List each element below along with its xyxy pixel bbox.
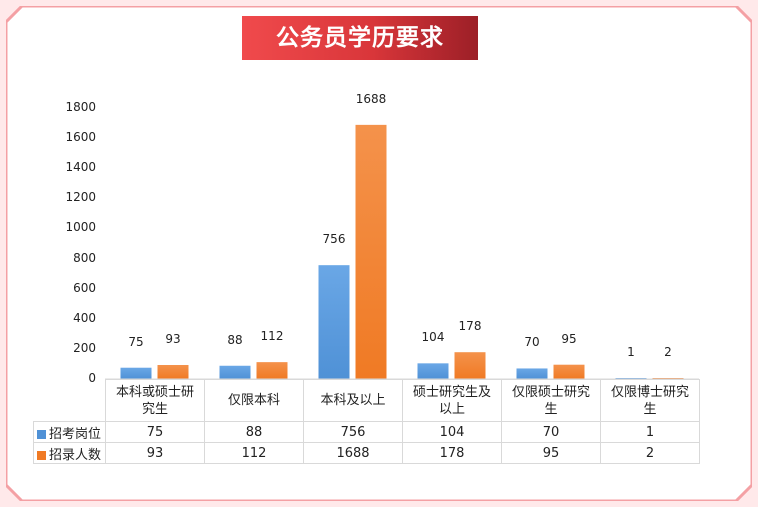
legend-label: 招考岗位 xyxy=(49,426,102,442)
bar-value-label: 112 xyxy=(260,329,284,344)
category-label: 本科或硕士研 究生 xyxy=(105,379,205,422)
table-value-cell: 1 xyxy=(600,421,700,443)
bar-orange xyxy=(157,364,189,379)
bar-orange xyxy=(553,364,585,379)
bar-blue xyxy=(219,365,251,379)
category-label: 硕士研究生及 以上 xyxy=(402,379,502,422)
table-value-cell: 2 xyxy=(600,442,700,464)
bar-value-label: 756 xyxy=(322,232,346,247)
table-value-cell: 93 xyxy=(105,442,205,464)
y-tick-label: 1000 xyxy=(65,220,96,235)
bar-value-label: 104 xyxy=(421,330,445,345)
y-tick-label: 0 xyxy=(88,371,96,385)
table-value-cell: 1688 xyxy=(303,442,403,464)
table-value-cell: 88 xyxy=(204,421,304,443)
chart-title: 公务员学历要求 xyxy=(242,16,478,60)
bar-value-label: 1688 xyxy=(355,91,387,106)
bar-value-label: 88 xyxy=(227,332,243,347)
bar-value-label: 70 xyxy=(524,335,540,350)
bar-blue xyxy=(318,265,350,379)
table-value-cell: 112 xyxy=(204,442,304,464)
category-label: 仅限本科 xyxy=(204,379,304,422)
category-label: 仅限硕士研究生 xyxy=(501,379,601,422)
table-value-cell: 70 xyxy=(501,421,601,443)
y-tick-label: 200 xyxy=(73,340,96,355)
y-tick-label: 1400 xyxy=(65,160,96,175)
data-table: 本科或硕士研 究生 仅限本科 本科及以上 硕士研究生及 以上 仅限硕士研究生仅限博士研究生 … xyxy=(33,379,700,464)
y-tick-label: 400 xyxy=(73,310,96,325)
table-value-cell: 95 xyxy=(501,442,601,464)
y-tick-label: 1600 xyxy=(65,130,96,145)
bar-value-label: 2 xyxy=(664,345,672,359)
bar-blue xyxy=(417,363,449,379)
table-corner xyxy=(34,380,106,422)
table-value-cell: 75 xyxy=(105,421,205,443)
bar-blue xyxy=(120,367,152,379)
y-tick-label: 600 xyxy=(73,280,96,295)
bar-blue xyxy=(516,368,548,379)
bar-orange xyxy=(454,352,486,379)
legend-label: 招录人数 xyxy=(49,447,102,463)
category-label: 本科及以上 xyxy=(303,379,403,422)
table-value-cell: 104 xyxy=(402,421,502,443)
table-value-cell: 756 xyxy=(303,421,403,443)
legend-swatch-orange xyxy=(37,450,46,460)
bar-value-label: 178 xyxy=(458,319,482,334)
bar-value-label: 75 xyxy=(128,334,144,349)
legend-swatch-blue xyxy=(37,429,46,439)
legend-series-1: 招考岗位 xyxy=(33,421,106,443)
bar-orange xyxy=(256,362,288,379)
bar-value-label: 93 xyxy=(165,331,181,346)
bar-value-label: 1 xyxy=(627,345,635,359)
y-tick-label: 1200 xyxy=(65,190,96,205)
legend-series-2: 招录人数 xyxy=(33,442,106,464)
category-label: 仅限博士研究生 xyxy=(600,379,700,422)
bar-value-label: 95 xyxy=(561,331,577,346)
table-value-cell: 178 xyxy=(402,442,502,464)
y-tick-label: 1800 xyxy=(65,100,96,114)
bar-orange xyxy=(355,124,387,380)
y-tick-label: 800 xyxy=(73,250,96,265)
